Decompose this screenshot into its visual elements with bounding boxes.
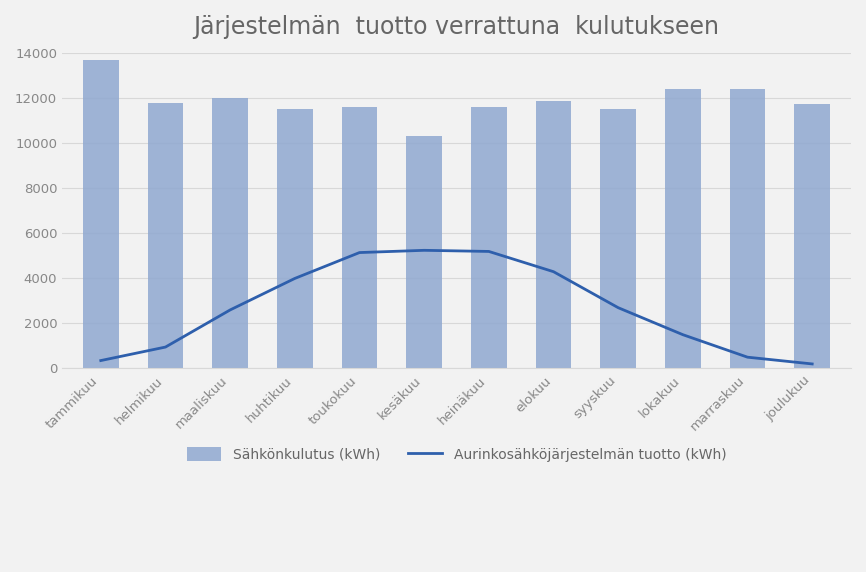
Bar [406, 136, 442, 368]
Legend: Sähkönkulutus (kWh), Aurinkosähköjärjestelmän tuotto (kWh): Sähkönkulutus (kWh), Aurinkosähköjärjest… [180, 440, 734, 468]
Bar [536, 101, 572, 368]
Bar [212, 98, 248, 368]
Title: Järjestelmän  tuotto verrattuna  kulutukseen: Järjestelmän tuotto verrattuna kulutukse… [193, 15, 720, 39]
Bar [665, 89, 701, 368]
Bar [83, 60, 119, 368]
Bar [794, 104, 830, 368]
Bar [148, 103, 184, 368]
Bar [342, 108, 378, 368]
Bar [471, 108, 507, 368]
Bar [730, 89, 766, 368]
Bar [600, 109, 636, 368]
Bar [277, 109, 313, 368]
